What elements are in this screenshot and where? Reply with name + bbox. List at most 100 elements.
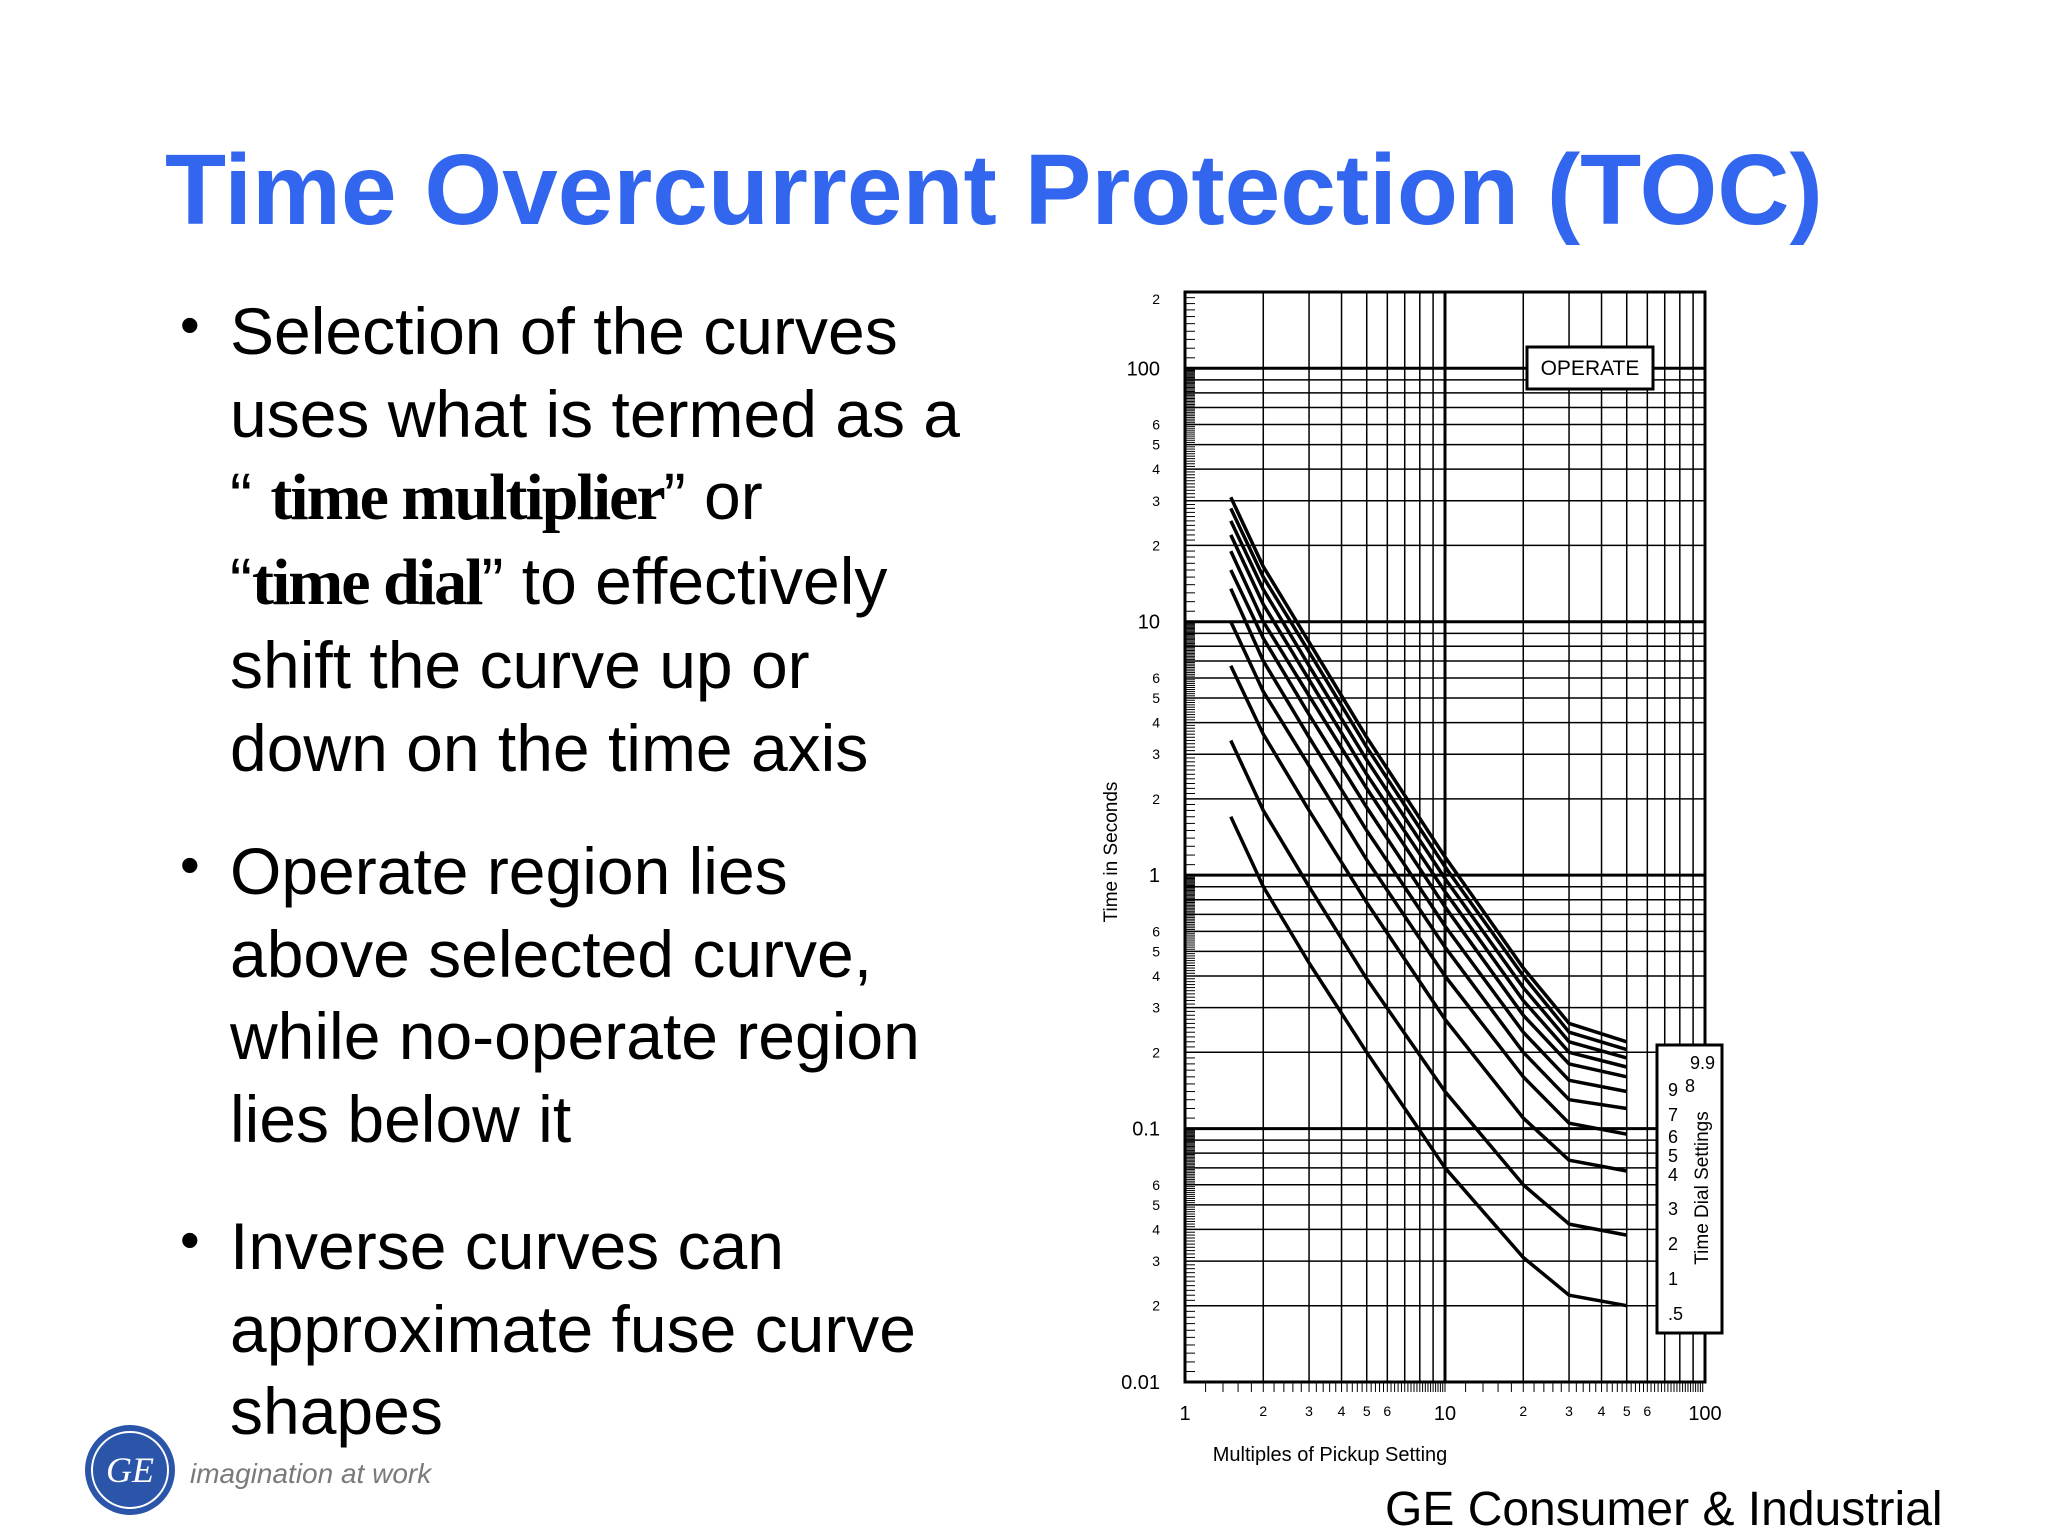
text-run: Inverse curves can [230, 1209, 784, 1283]
y-tick-labels: 0.01 0.1 1 10 100 2 3 4 5 6 2 3 4 5 6 2 3 4 5 6 2 3 4 5 6 2 [1121, 291, 1160, 1394]
x-minor-tick-label: 3 [1305, 1403, 1313, 1419]
curve-dial-4 [1229, 587, 1627, 1111]
legend-label-7: 7 [1668, 1105, 1678, 1125]
x-minor-tick-label: 2 [1259, 1403, 1267, 1419]
y-minor-tick-label: 2 [1152, 1298, 1160, 1314]
y-minor-tick-label: 5 [1152, 437, 1160, 453]
ge-monogram-icon [85, 1425, 175, 1515]
curve-dial-9 [1229, 507, 1628, 1052]
curve-dial-5 [1229, 569, 1628, 1094]
y-major-tick-label: 0.01 [1121, 1372, 1160, 1394]
legend-label-_5: .5 [1668, 1304, 1683, 1324]
slide-title: Time Overcurrent Protection (TOC) [165, 134, 1823, 246]
bullet-dot: • [180, 1208, 200, 1271]
curve-dial-8 [1229, 520, 1628, 1060]
x-minor-tick-label: 5 [1623, 1403, 1631, 1419]
logo-tagline: imagination at work [190, 1458, 433, 1489]
legend-label-2: 2 [1668, 1234, 1678, 1254]
x-minor-tick-label: 4 [1338, 1403, 1346, 1419]
y-minor-tick-label: 2 [1152, 537, 1160, 553]
bullet-text: Selection of the curves uses what is term… [230, 290, 1060, 789]
bullet-dot: • [180, 293, 200, 356]
emphasis-text: time multiplier [270, 461, 665, 534]
bullet-line: uses what is termed as a [230, 373, 1060, 456]
legend-label-8: 8 [1685, 1076, 1695, 1096]
y-major-tick-label: 1 [1149, 865, 1160, 887]
legend-label-4: 4 [1668, 1165, 1678, 1185]
text-run: Selection of the curves [230, 294, 898, 368]
y-minor-tick-label: 4 [1152, 715, 1160, 731]
y-minor-tick-label: 4 [1152, 968, 1160, 984]
y-minor-tick-label: 2 [1152, 1044, 1160, 1060]
y-minor-tick-label: 6 [1152, 417, 1160, 433]
bullet-line: Selection of the curves [230, 290, 1060, 373]
y-top-tick-label: 2 [1152, 291, 1160, 307]
curve-dial-6 [1229, 550, 1628, 1079]
bullet-line: down on the time axis [230, 707, 1060, 790]
y-minor-tick-label: 3 [1152, 1000, 1160, 1016]
bullet-line: “ time multiplier” or [230, 455, 1060, 540]
bullet-line: while no-operate region [230, 995, 1060, 1078]
text-run: above selected curve, [230, 916, 873, 991]
legend-label-9_9: 9.9 [1690, 1053, 1715, 1073]
chart-curves [1229, 496, 1628, 1308]
text-run: approximate fuse curve [230, 1291, 917, 1366]
x-minor-tick-label: 6 [1643, 1403, 1651, 1419]
y-minor-tick-label: 3 [1152, 1253, 1160, 1269]
text-run: while no-operate region [230, 999, 920, 1073]
bullet-1: • Selection of the curves uses what is te… [180, 290, 1060, 790]
x-minor-tick-label: 3 [1565, 1403, 1573, 1419]
legend-label-1: 1 [1668, 1269, 1678, 1289]
legend-label-9: 9 [1668, 1080, 1678, 1100]
text-run: “ [230, 543, 252, 618]
text-run: lies below it [230, 1081, 572, 1156]
x-major-tick-label: 10 [1434, 1403, 1456, 1425]
y-major-tick-label: 10 [1138, 612, 1160, 634]
text-run: Operate region lies [230, 834, 788, 908]
emphasis-text: time dial [251, 545, 483, 619]
x-minor-tick-label: 6 [1383, 1403, 1391, 1419]
bullet-dot: • [180, 833, 200, 896]
bullet-line: Inverse curves can [230, 1205, 1060, 1288]
x-major-tick-label: 1 [1179, 1403, 1190, 1425]
bullet-line: approximate fuse curve [230, 1288, 1060, 1371]
bullet-line: lies below it [230, 1078, 1060, 1161]
logo-mark: GE [106, 1450, 154, 1490]
y-minor-tick-label: 4 [1152, 1221, 1160, 1237]
x-minor-tick-label: 2 [1519, 1403, 1527, 1419]
chart-grid [1183, 290, 1707, 1392]
bullet-3: • Inverse curves can approximate fuse cur… [180, 1205, 1060, 1465]
operate-label: OPERATE [1541, 357, 1640, 380]
bullet-text: Inverse curves can approximate fuse curve… [230, 1205, 1060, 1453]
footer-text: GE Consumer & Industrial [1385, 1483, 1943, 1536]
curve-dial-1 [1229, 739, 1628, 1237]
y-minor-tick-label: 2 [1152, 791, 1160, 807]
bullet-line: shift the curve up or [230, 624, 1060, 707]
bullet-line: above selected curve, [230, 913, 1060, 996]
text-run: uses what is termed as a [230, 376, 960, 451]
x-major-tick-label: 100 [1688, 1403, 1721, 1425]
text-run: ” or [663, 459, 763, 533]
text-run: ” to effectively [481, 543, 888, 618]
bullet-line: Operate region lies [230, 830, 1060, 913]
bullet-line: “time dial” to effectively [230, 540, 1060, 625]
text-run: “ [230, 459, 271, 533]
y-major-tick-label: 100 [1127, 358, 1160, 380]
y-minor-tick-label: 6 [1152, 1177, 1160, 1193]
bullet-line: shapes [230, 1370, 1060, 1453]
x-minor-tick-label: 4 [1598, 1403, 1606, 1419]
y-minor-tick-label: 6 [1152, 670, 1160, 686]
x-minor-tick-label: 5 [1363, 1403, 1371, 1419]
curve-dial-3 [1229, 620, 1628, 1136]
y-minor-tick-label: 5 [1152, 943, 1160, 959]
legend-title: Time Dial Settings [1692, 1111, 1713, 1264]
curve-dial-2 [1229, 665, 1628, 1173]
bullet-2: • Operate region lies above selected curv… [180, 830, 1060, 1170]
curve-dial-9_9 [1229, 496, 1628, 1044]
y-minor-tick-label: 5 [1152, 1197, 1160, 1213]
x-axis-label: Multiples of Pickup Setting [1213, 1444, 1448, 1466]
text-run: shapes [230, 1374, 443, 1448]
